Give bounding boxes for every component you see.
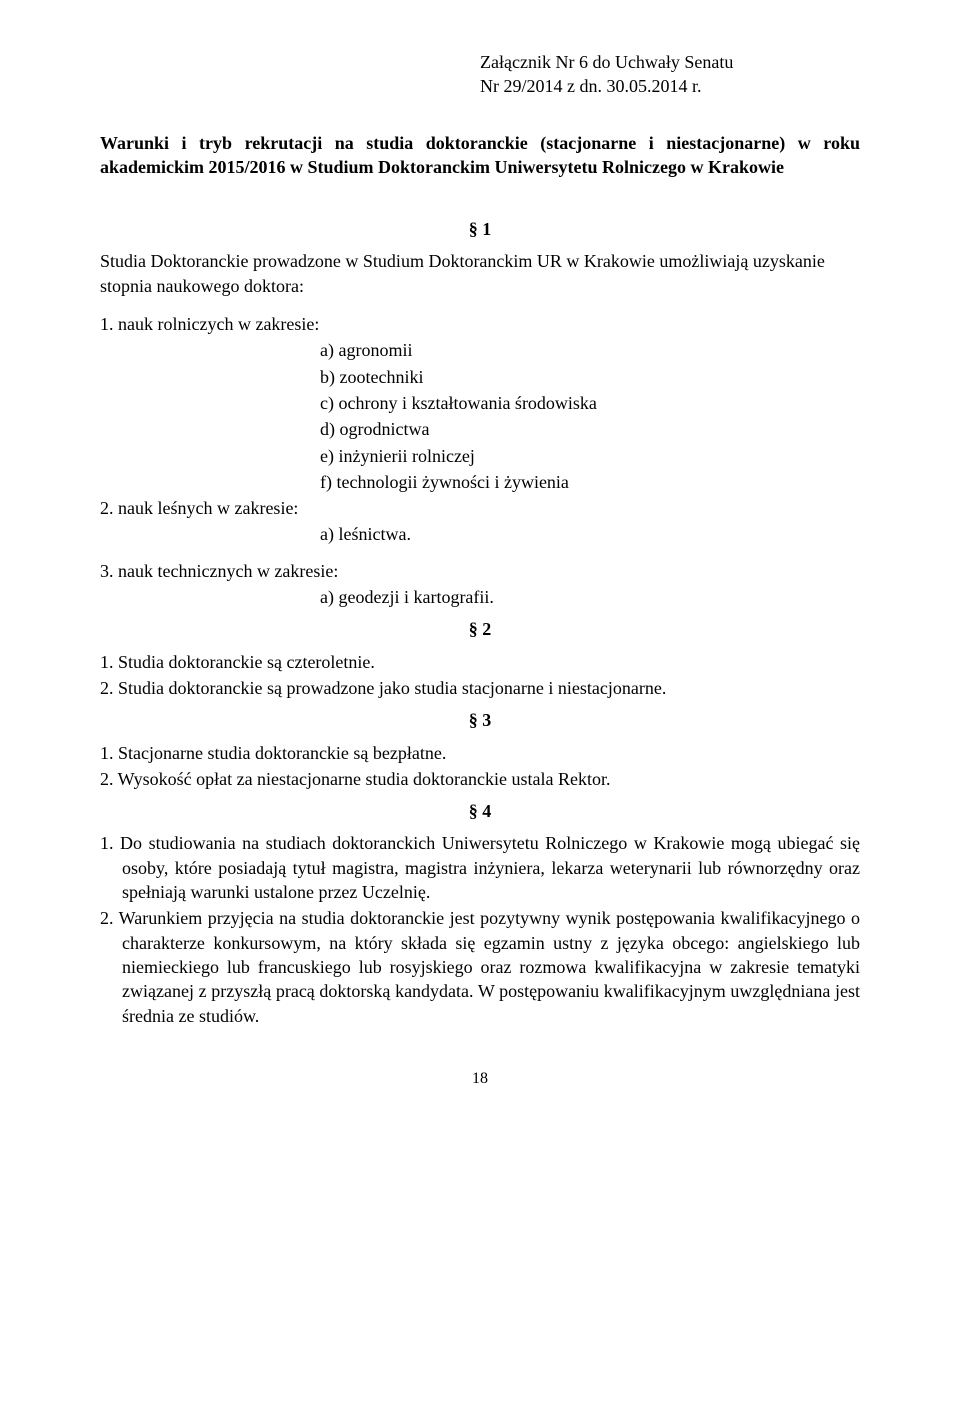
s1-item-1-sub-c: c) ochrony i kształtowania środowiska bbox=[320, 391, 860, 415]
section-2-marker: § 2 bbox=[100, 617, 860, 641]
s2-item-2: 2. Studia doktoranckie są prowadzone jak… bbox=[100, 676, 860, 700]
s1-item-2-label: 2. nauk leśnych w zakresie: bbox=[100, 496, 860, 520]
s1-item-3-sub-a: a) geodezji i kartografii. bbox=[320, 585, 860, 609]
s3-item-1: 1. Stacjonarne studia doktoranckie są be… bbox=[100, 741, 860, 765]
s1-item-1-sub-f: f) technologii żywności i żywienia bbox=[320, 470, 860, 494]
s1-item-1-sub-b: b) zootechniki bbox=[320, 365, 860, 389]
s1-item-3-label: 3. nauk technicznych w zakresie: bbox=[100, 559, 860, 583]
page-number: 18 bbox=[100, 1068, 860, 1090]
annex-header: Załącznik Nr 6 do Uchwały Senatu Nr 29/2… bbox=[480, 50, 860, 99]
s4-item-1: 1. Do studiowania na studiach doktoranck… bbox=[100, 831, 860, 904]
section-4-marker: § 4 bbox=[100, 799, 860, 823]
s1-item-1-sub-e: e) inżynierii rolniczej bbox=[320, 444, 860, 468]
annex-line-1: Załącznik Nr 6 do Uchwały Senatu bbox=[480, 50, 860, 74]
section-3-marker: § 3 bbox=[100, 708, 860, 732]
s1-item-1-sublist: a) agronomii b) zootechniki c) ochrony i… bbox=[320, 338, 860, 494]
s1-item-2-sublist: a) leśnictwa. bbox=[320, 522, 860, 546]
s1-item-2-sub-a: a) leśnictwa. bbox=[320, 522, 860, 546]
document-title: Warunki i tryb rekrutacji na studia dokt… bbox=[100, 131, 860, 180]
section-1-marker: § 1 bbox=[100, 217, 860, 241]
annex-line-2: Nr 29/2014 z dn. 30.05.2014 r. bbox=[480, 74, 860, 98]
s1-item-3-sublist: a) geodezji i kartografii. bbox=[320, 585, 860, 609]
s1-item-1-sub-a: a) agronomii bbox=[320, 338, 860, 362]
s4-item-2: 2. Warunkiem przyjęcia na studia doktora… bbox=[100, 906, 860, 1027]
s1-item-1-sub-d: d) ogrodnictwa bbox=[320, 417, 860, 441]
s1-item-1-label: 1. nauk rolniczych w zakresie: bbox=[100, 312, 860, 336]
s3-item-2: 2. Wysokość opłat za niestacjonarne stud… bbox=[100, 767, 860, 791]
s2-item-1: 1. Studia doktoranckie są czteroletnie. bbox=[100, 650, 860, 674]
section-1-intro: Studia Doktoranckie prowadzone w Studium… bbox=[100, 249, 860, 298]
